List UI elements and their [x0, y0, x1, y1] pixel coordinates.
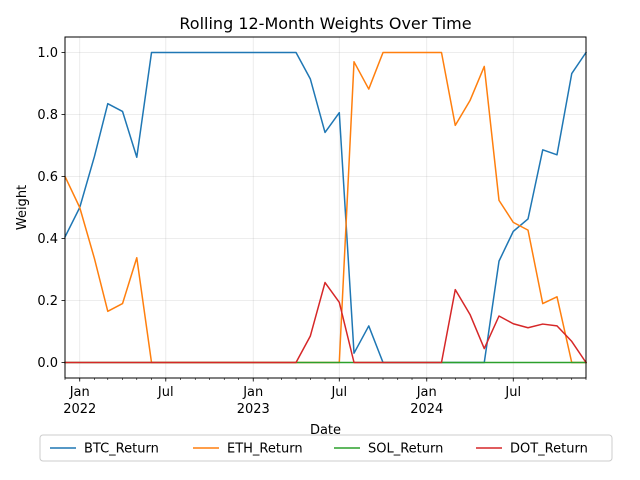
legend-label: ETH_Return: [227, 442, 303, 457]
series-line-btc-return: [63, 51, 588, 364]
plot-frame: [64, 36, 587, 379]
series-line-dot-return: [64, 281, 588, 364]
x-tick-label: Jul: [504, 385, 521, 400]
x-tick-label: Jan: [416, 385, 437, 400]
x-tick-label: Jul: [330, 385, 347, 400]
y-tick-label: 0.6: [37, 170, 58, 185]
y-axis: 0.0 0.2 0.4 0.6 0.8 1.0: [37, 46, 65, 371]
x-axis-title: Date: [310, 423, 341, 438]
x-axis: Jan 2022 Jul Jan 2023 Jul Jan 2024 Jul: [63, 378, 587, 417]
x-tick-label: Jul: [157, 385, 174, 400]
x-tick-label: Jan: [69, 385, 90, 400]
series-lines: [63, 51, 588, 364]
y-tick-label: 0.4: [37, 232, 58, 247]
y-tick-label: 0.2: [37, 294, 58, 309]
legend-label: DOT_Return: [510, 442, 588, 457]
legend: BTC_Return ETH_Return SOL_Return DOT_Return: [39, 434, 613, 462]
y-axis-title: Weight: [15, 185, 30, 230]
legend-label: BTC_Return: [84, 442, 159, 457]
y-tick-label: 0.0: [37, 356, 58, 371]
legend-label: SOL_Return: [368, 442, 443, 457]
x-tick-year-label: 2024: [410, 402, 443, 417]
grid: [65, 37, 586, 378]
chart-title: Rolling 12-Month Weights Over Time: [179, 14, 471, 33]
x-tick-year-label: 2022: [63, 402, 96, 417]
x-tick-year-label: 2023: [237, 402, 270, 417]
x-tick-label: Jan: [242, 385, 263, 400]
legend-box: [39, 434, 613, 462]
y-tick-label: 0.8: [37, 108, 58, 123]
y-tick-label: 1.0: [37, 46, 58, 61]
